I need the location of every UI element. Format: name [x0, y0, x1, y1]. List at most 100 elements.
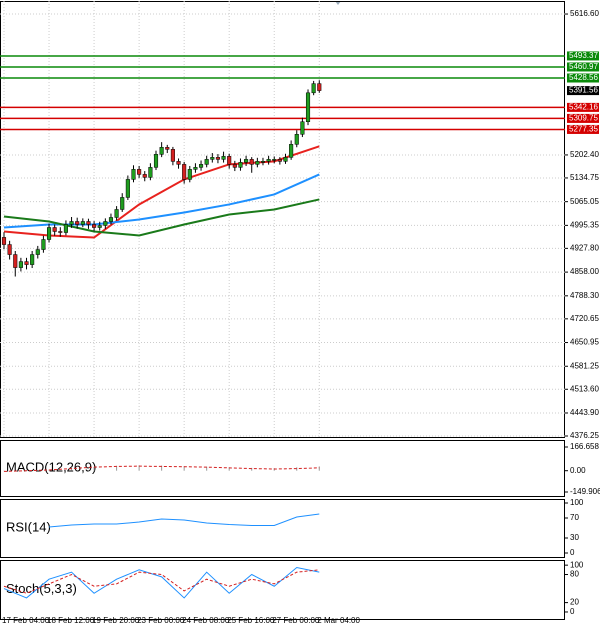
- candle-body: [58, 231, 63, 233]
- candle-body: [63, 224, 68, 233]
- candle-body: [41, 239, 46, 250]
- candle-body: [221, 156, 226, 160]
- candle-body: [108, 217, 114, 222]
- candle-body: [182, 164, 187, 180]
- candle-body: [227, 156, 232, 165]
- candle-body: [305, 92, 311, 122]
- panel-frame: [0, 560, 565, 620]
- level-label: 5428.56: [569, 73, 598, 82]
- indicator-title: MACD(12,26,9): [6, 459, 96, 474]
- level-tag: [567, 73, 599, 83]
- candle-body: [92, 224, 97, 228]
- y-tick-label: 30: [570, 533, 579, 542]
- candle-body: [289, 144, 294, 158]
- candle-body: [131, 169, 136, 180]
- candle-body: [199, 164, 204, 168]
- candle-body: [103, 221, 108, 226]
- panel-frame: [0, 440, 565, 497]
- candle-body: [148, 167, 153, 178]
- x-tick-label: 24 Feb 08:00: [182, 616, 230, 625]
- y-tick-label: 4720.65: [570, 314, 599, 323]
- y-tick-label: 4443.90: [570, 408, 599, 417]
- indicator-line: [3, 145, 320, 239]
- candle-body: [260, 161, 266, 163]
- candle-body: [97, 225, 102, 228]
- x-tick-label: 27 Feb 00:00: [272, 616, 320, 625]
- candle-body: [272, 159, 277, 161]
- candle-body: [137, 169, 142, 175]
- y-tick-label: 4927.80: [570, 243, 599, 252]
- level-tag: [567, 62, 599, 72]
- indicator-line: [3, 566, 320, 599]
- indicator-line: [48, 513, 320, 528]
- y-tick-label: 166.658: [570, 442, 599, 451]
- candle-body: [311, 83, 316, 94]
- level-tag: [567, 113, 599, 123]
- level-label: 5277.35: [569, 125, 598, 134]
- candle-body: [165, 147, 170, 150]
- y-tick-label: 4995.35: [570, 220, 599, 229]
- y-tick-label: 4581.25: [570, 361, 599, 370]
- candle-body: [7, 244, 12, 255]
- candle-body: [114, 209, 119, 218]
- candle-body: [187, 169, 192, 180]
- candle-body: [86, 221, 91, 225]
- candle-body: [125, 179, 130, 198]
- y-tick-label: 5202.40: [570, 150, 599, 159]
- candle-body: [159, 147, 164, 155]
- candle-body: [30, 254, 35, 265]
- candle-body: [244, 159, 249, 163]
- level-tag: [567, 102, 599, 112]
- y-tick-label: 4858.00: [570, 267, 599, 276]
- candle-body: [46, 227, 52, 240]
- candle-body: [1, 237, 7, 245]
- candle-body: [215, 157, 220, 160]
- x-tick-label: 25 Feb 16:00: [227, 616, 275, 625]
- candle-body: [294, 134, 299, 145]
- candle-body: [80, 221, 85, 225]
- candle-body: [266, 159, 271, 162]
- candle-body: [277, 159, 282, 162]
- candle-body: [35, 249, 40, 255]
- y-tick-label: 5065.05: [570, 197, 599, 206]
- candle-body: [300, 121, 305, 135]
- x-tick-label: 17 Feb 04:00: [2, 616, 50, 625]
- candle-body: [255, 161, 260, 165]
- level-label: 5342.16: [569, 103, 598, 112]
- y-tick-label: 100: [570, 560, 584, 569]
- candle-body: [170, 149, 175, 162]
- level-tag: [567, 124, 599, 134]
- level-label: 5460.97: [569, 62, 598, 71]
- y-tick-label: 100: [570, 498, 584, 507]
- candle-body: [18, 261, 23, 268]
- level-label: 5309.75: [569, 114, 598, 123]
- panel-frame: [0, 499, 565, 558]
- y-tick-label: 0: [570, 548, 575, 557]
- candle-body: [204, 159, 209, 165]
- candle-body: [52, 227, 57, 232]
- level-tag: [567, 51, 599, 61]
- candle-body: [13, 254, 18, 268]
- x-tick-label: 18 Feb 12:00: [47, 616, 95, 625]
- y-tick-label: 4376.25: [570, 431, 599, 440]
- y-tick-label: 4788.30: [570, 291, 599, 300]
- candle-body: [232, 164, 237, 168]
- indicator-line: [3, 465, 320, 472]
- y-tick-label: 5134.75: [570, 173, 599, 182]
- y-tick-label: -149.906: [570, 487, 600, 496]
- indicator-line: [3, 198, 320, 237]
- candle-body: [24, 261, 29, 265]
- x-tick-label: 2 Mar 04:00: [317, 616, 360, 625]
- price-tag: [567, 86, 599, 96]
- candle-body: [238, 162, 243, 168]
- candle-body: [142, 174, 147, 178]
- candle-body: [69, 221, 74, 225]
- y-tick-label: 0.00: [570, 466, 586, 475]
- x-tick-label: 23 Feb 00:00: [137, 616, 185, 625]
- y-tick-label: 4513.60: [570, 384, 599, 393]
- y-tick-label: 4650.95: [570, 338, 599, 347]
- candle-body: [283, 157, 288, 162]
- candle-body: [153, 154, 159, 168]
- x-tick-label: 19 Feb 20:00: [92, 616, 140, 625]
- y-tick-label: 0: [570, 607, 575, 616]
